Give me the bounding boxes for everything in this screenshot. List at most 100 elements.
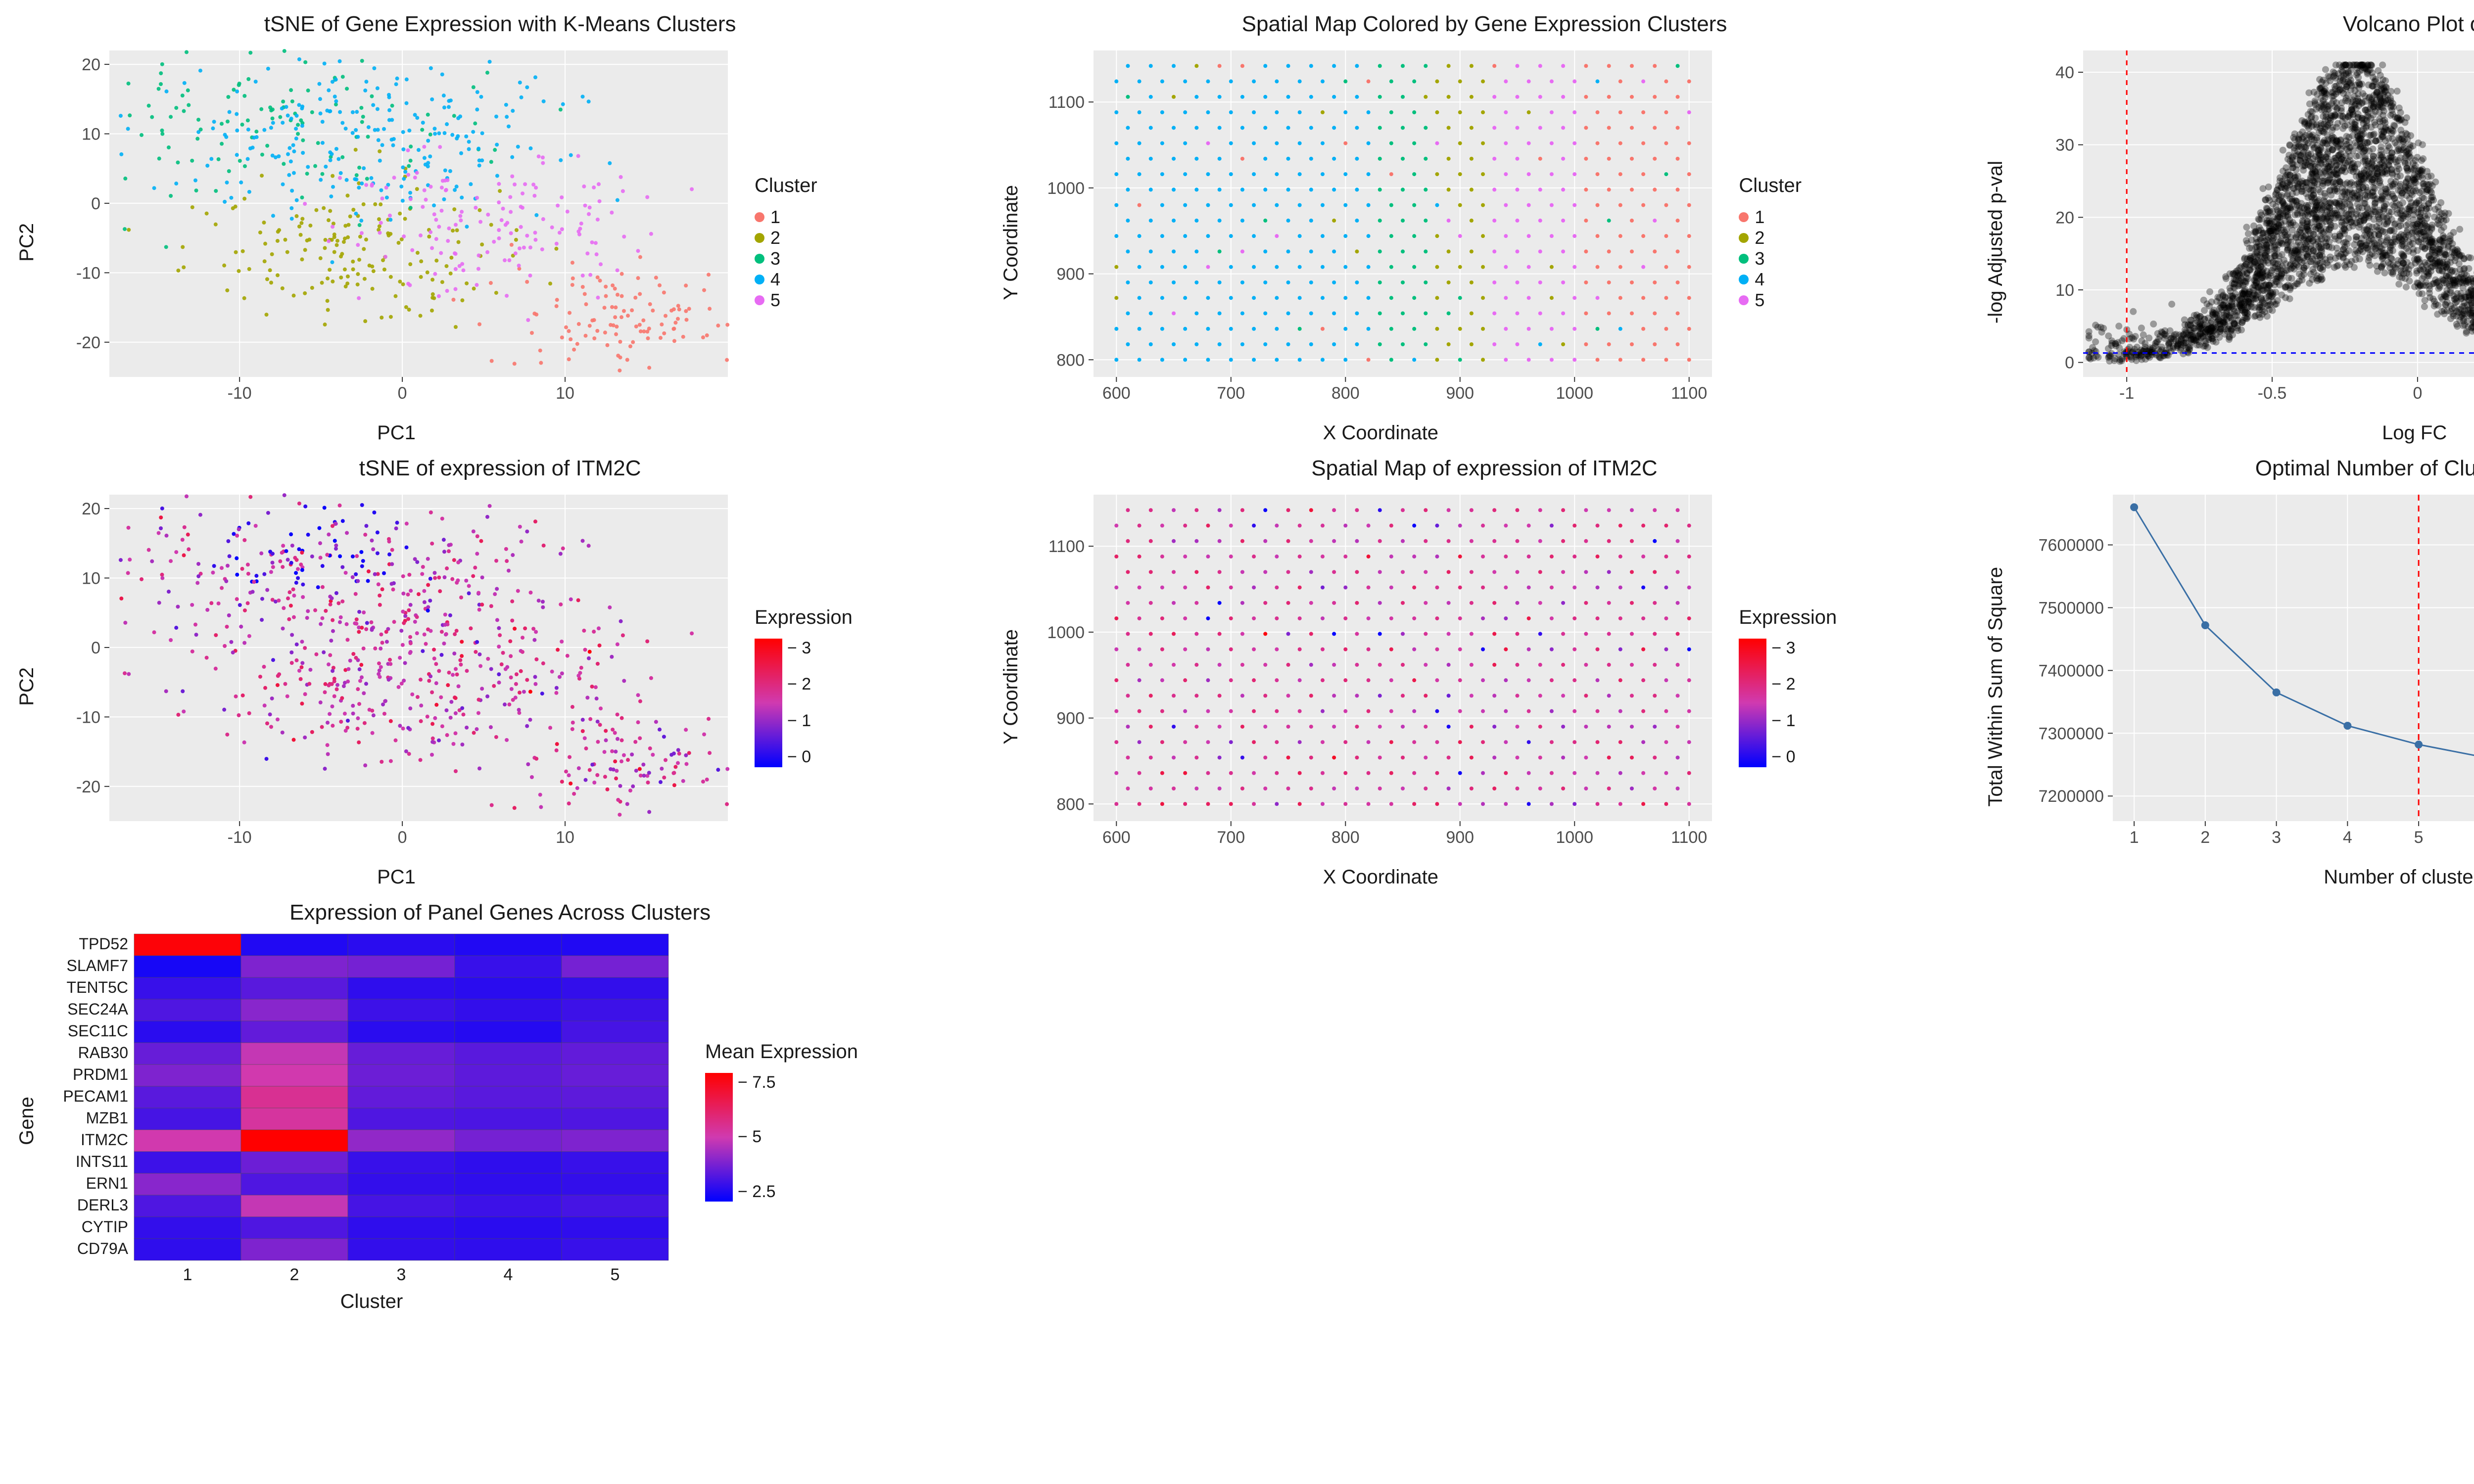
svg-text:10: 10 <box>82 125 100 144</box>
xlabel-tsne-expr: PC1 <box>50 866 743 888</box>
colorbar <box>1739 639 1766 767</box>
legend-heatmap: Mean Expression − 7.5 − 5 − 2.5 <box>705 1041 858 1202</box>
legend-title: Cluster <box>1739 175 1802 197</box>
swatch-icon <box>1739 295 1749 305</box>
svg-text:900: 900 <box>1057 265 1085 284</box>
svg-text:-10: -10 <box>228 384 252 403</box>
legend-title: Mean Expression <box>705 1041 858 1063</box>
colorbar-tick: − 2.5 <box>738 1182 776 1202</box>
empty-cell <box>1985 900 2474 1313</box>
svg-text:0: 0 <box>91 194 100 213</box>
ylabel-tsne-expr: PC2 <box>16 667 38 706</box>
legend-item-cluster-5: 5 <box>1739 290 1802 311</box>
legend-item-cluster-3: 3 <box>755 248 817 269</box>
legend-item-cluster-4: 4 <box>755 269 817 290</box>
svg-text:0: 0 <box>2413 384 2422 403</box>
ylabel-tsne-clusters: PC2 <box>16 223 38 262</box>
svg-text:30: 30 <box>2055 136 2074 155</box>
ylabel-elbow: Total Within Sum of Square <box>1985 567 2007 807</box>
svg-text:900: 900 <box>1446 384 1475 403</box>
ylabel-heatmap: Gene <box>16 1097 38 1145</box>
empty-cell <box>1000 900 1968 1313</box>
title-volcano: Volcano Plot of DE Genes <box>1985 12 2474 37</box>
svg-text:-20: -20 <box>76 778 100 796</box>
legend-tsne-expr: Expression − 3 − 2 − 1 − 0 <box>755 606 853 767</box>
legend-label: 2 <box>770 228 780 248</box>
colorbar-tick: − 0 <box>1771 747 1795 767</box>
plot-heatmap: TPD52SLAMF7TENT5CSEC24ASEC11CRAB30PRDM1P… <box>50 929 693 1285</box>
legend-title: Cluster <box>755 175 817 197</box>
svg-text:0: 0 <box>398 828 407 847</box>
xlabel-elbow: Number of clusters k <box>2019 866 2474 888</box>
colorbar-ticks: − 3− 2− 1− 0 <box>1771 639 1795 767</box>
colorbar <box>705 1073 733 1202</box>
colorbar-tick: − 2 <box>787 675 811 694</box>
legend-title: Expression <box>1739 606 1837 629</box>
xlabel-volcano: Log FC <box>2019 422 2474 444</box>
svg-text:10: 10 <box>556 828 574 847</box>
plot-spatial-clusters: 6007008009001000110080090010001100 <box>1034 41 1727 417</box>
svg-text:20: 20 <box>82 55 100 74</box>
colorbar-tick: − 5 <box>738 1127 776 1147</box>
svg-text:600: 600 <box>1102 384 1131 403</box>
svg-text:10: 10 <box>82 569 100 588</box>
svg-text:1100: 1100 <box>1048 93 1085 112</box>
svg-text:1000: 1000 <box>1047 179 1085 198</box>
xlabel-spatial-expr: X Coordinate <box>1034 866 1727 888</box>
legend-label: 5 <box>1755 290 1764 311</box>
legend-label: 1 <box>1755 207 1764 228</box>
legend-item-cluster-2: 2 <box>755 228 817 248</box>
panel-spatial-clusters: Spatial Map Colored by Gene Expression C… <box>1000 12 1968 444</box>
legend-item-cluster-2: 2 <box>1739 228 1802 248</box>
svg-text:-10: -10 <box>228 828 252 847</box>
legend-label: 4 <box>1755 269 1764 290</box>
plot-spatial-expr: 6007008009001000110080090010001100 <box>1034 485 1727 861</box>
svg-text:20: 20 <box>2055 208 2074 227</box>
svg-text:0: 0 <box>91 639 100 657</box>
svg-text:10: 10 <box>556 384 574 403</box>
title-tsne-clusters: tSNE of Gene Expression with K-Means Clu… <box>16 12 984 37</box>
colorbar-tick: − 3 <box>787 639 811 658</box>
swatch-icon <box>755 295 764 305</box>
svg-text:-1: -1 <box>2119 384 2134 403</box>
title-heatmap: Expression of Panel Genes Across Cluster… <box>16 900 984 925</box>
svg-text:10: 10 <box>2055 281 2074 300</box>
colorbar-tick: − 0 <box>787 747 811 767</box>
legend-item-cluster-4: 4 <box>1739 269 1802 290</box>
swatch-icon <box>1739 212 1749 222</box>
plot-tsne-clusters: -10010-20-1001020 <box>50 41 743 417</box>
legend-title: Expression <box>755 606 853 629</box>
legend-label: 4 <box>770 269 780 290</box>
legend-item-cluster-3: 3 <box>1739 248 1802 269</box>
svg-text:-20: -20 <box>76 333 100 352</box>
title-spatial-expr: Spatial Map of expression of ITM2C <box>1000 456 1968 481</box>
legend-spatial-clusters: Cluster 12345 <box>1739 175 1802 311</box>
panel-tsne-expr: tSNE of expression of ITM2C PC2 -10010-2… <box>16 456 984 888</box>
legend-label: 2 <box>1755 228 1764 248</box>
xlabel-heatmap: Cluster <box>50 1291 693 1313</box>
ylabel-volcano: -log Adjusted p-val <box>1985 161 2007 324</box>
legend-spatial-expr: Expression − 3− 2− 1− 0 <box>1739 606 1837 767</box>
svg-text:0: 0 <box>2065 354 2074 372</box>
legend-item-cluster-5: 5 <box>755 290 817 311</box>
svg-text:800: 800 <box>1057 351 1085 370</box>
panel-heatmap: Expression of Panel Genes Across Cluster… <box>16 900 984 1313</box>
svg-text:-0.5: -0.5 <box>2257 384 2286 403</box>
svg-text:20: 20 <box>82 500 100 518</box>
colorbar-tick: − 3 <box>1771 639 1795 658</box>
legend-label: 5 <box>770 290 780 311</box>
swatch-icon <box>755 254 764 264</box>
colorbar-tick: − 1 <box>787 711 811 731</box>
svg-text:700: 700 <box>1217 384 1245 403</box>
legend-tsne-clusters: Cluster 12345 <box>755 175 817 311</box>
plot-elbow: 1234567891072000007300000740000075000007… <box>2019 485 2474 861</box>
plot-tsne-expr: -10 0 10 -20 -10 0 10 20 <box>50 485 743 861</box>
panel-volcano: Volcano Plot of DE Genes -log Adjusted p… <box>1985 12 2474 444</box>
swatch-icon <box>755 275 764 284</box>
xlabel-tsne-clusters: PC1 <box>50 422 743 444</box>
title-elbow: Optimal Number of Clusters (Elbow Method… <box>1985 456 2474 481</box>
svg-text:-10: -10 <box>76 708 100 727</box>
ylabel-spatial-clusters: Y Coordinate <box>1000 185 1022 300</box>
svg-text:0: 0 <box>398 384 407 403</box>
colorbar-tick: − 7.5 <box>738 1073 776 1092</box>
